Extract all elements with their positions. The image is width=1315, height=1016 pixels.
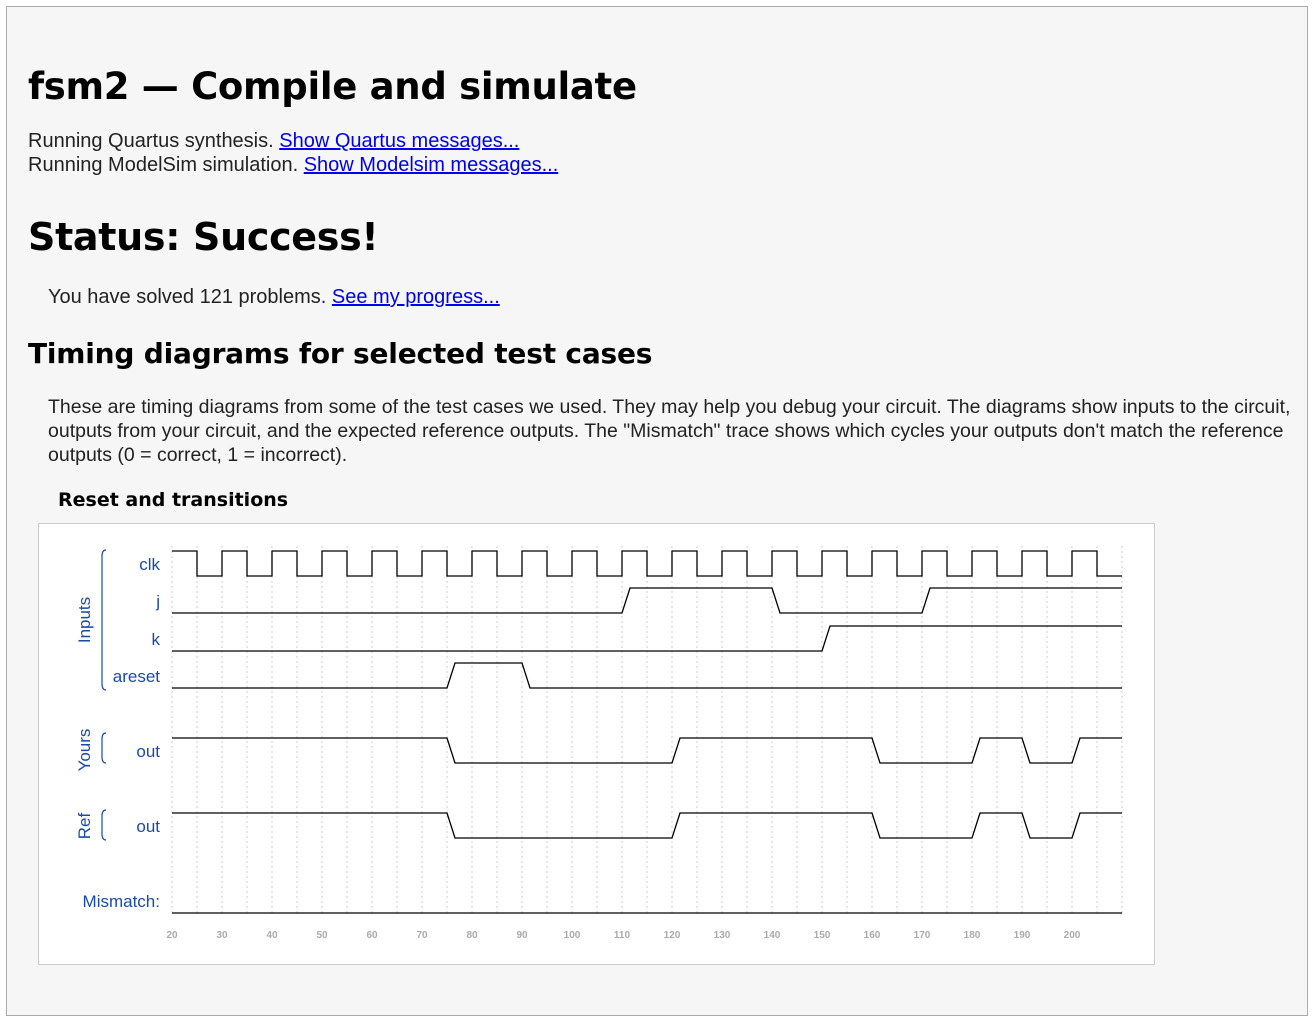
show-quartus-messages-link[interactable]: Show Quartus messages... [279,130,520,152]
page-frame: fsm2 — Compile and simulate Running Quar… [6,6,1308,1016]
group-label-inputs: Inputs [75,597,94,643]
show-modelsim-messages-link[interactable]: Show Modelsim messages... [303,154,559,176]
modelsim-status: Running ModelSim simulation. Show Models… [28,154,558,177]
signal-label-areset: areset [113,667,161,686]
x-tick-label: 160 [864,930,881,941]
x-tick-label: 30 [216,930,228,941]
signal-label-mismatch: Mismatch: [83,892,160,911]
solved-count-text: You have solved 121 problems. [48,286,327,308]
x-tick-label: 120 [664,930,681,941]
group-label-yours: Yours [75,729,94,772]
signal-label-k: k [152,630,161,649]
x-tick-label: 50 [316,930,328,941]
group-bracket [101,549,107,691]
quartus-status: Running Quartus synthesis. Show Quartus … [28,130,519,153]
x-tick-label: 40 [266,930,278,941]
x-tick-label: 110 [614,930,631,941]
x-tick-label: 190 [1014,930,1031,941]
x-tick-label: 20 [166,930,178,941]
x-tick-label: 60 [366,930,378,941]
x-tick-label: 80 [466,930,478,941]
group-bracket [101,809,107,841]
group-bracket [101,732,107,764]
x-tick-label: 90 [516,930,528,941]
signal-label-ref-out: out [136,817,160,836]
waveform-clk [172,550,1122,577]
see-my-progress-link[interactable]: See my progress... [331,286,500,308]
solved-count: You have solved 121 problems. See my pro… [48,286,500,309]
x-tick-label: 100 [564,930,581,941]
timing-diagram-svg: 20 30 40 50 60 70 80 90 100 110 120 130 140 150 160 170… [75,546,1123,941]
quartus-status-text: Running Quartus synthesis. [28,130,274,152]
x-tick-label: 180 [964,930,981,941]
timing-description: These are timing diagrams from some of t… [48,396,1291,466]
timing-diagram: 20 30 40 50 60 70 80 90 100 110 120 130 140 150 160 170… [38,523,1155,965]
page-title: fsm2 — Compile and simulate [28,65,637,108]
x-tick-label: 140 [764,930,781,941]
waveform-yours-out [172,737,1122,764]
x-tick-label: 170 [914,930,931,941]
waveform-j [172,587,1122,614]
signal-label-clk: clk [139,555,160,574]
waveform-ref-out [172,812,1122,839]
waveform-k [172,625,1122,652]
signal-label-j: j [155,592,160,611]
x-tick-label: 130 [714,930,731,941]
timing-diagrams-heading: Timing diagrams for selected test cases [28,337,653,370]
signal-label-yours-out: out [136,742,160,761]
group-label-ref: Ref [75,813,94,840]
x-tick-label: 150 [814,930,831,941]
x-tick-label: 70 [416,930,428,941]
x-tick-label: 200 [1064,930,1081,941]
status-heading: Status: Success! [28,215,379,259]
waveform-areset [172,662,1122,689]
modelsim-status-text: Running ModelSim simulation. [28,154,299,176]
diagram-title: Reset and transitions [58,489,289,511]
